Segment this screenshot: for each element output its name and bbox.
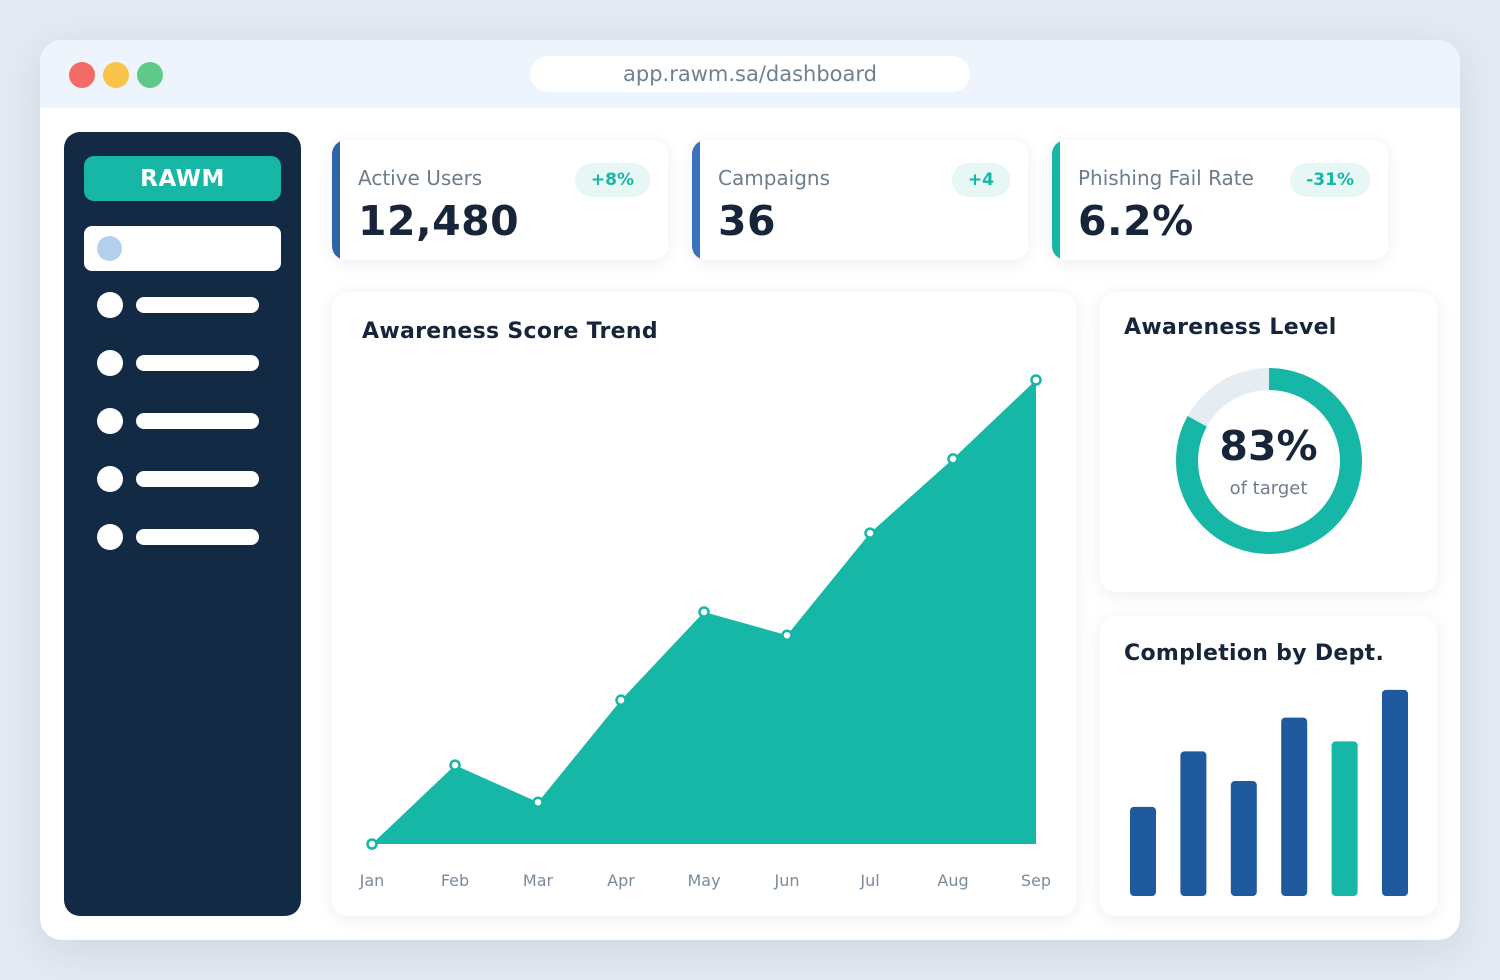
url-text: app.rawm.sa/dashboard [623,62,877,86]
nav-label-placeholder [136,529,259,545]
trend-point[interactable] [449,759,461,771]
stat-accent-bar [1052,140,1060,260]
awareness-level-donut [1176,368,1362,554]
awareness-trend-chart: Jan Feb Mar Apr May Jun Jul Aug Sep [359,374,1051,890]
x-tick-label: Apr [607,871,635,890]
completion-by-dept-card: Completion by Dept. [1100,616,1437,916]
nav-icon [97,292,123,318]
sidebar-item-2[interactable] [97,350,259,378]
stat-label: Campaigns [718,166,831,190]
browser-window: app.rawm.sa/dashboard RAWM [40,40,1460,940]
sidebar-item-1[interactable] [97,292,259,320]
dept-bar[interactable] [1281,717,1308,896]
donut-progress [1176,368,1362,554]
nav-label-placeholder [136,297,259,313]
stat-label: Phishing Fail Rate [1078,166,1254,190]
dept-bar[interactable] [1130,806,1156,896]
stat-label: Active Users [358,166,483,190]
trend-point[interactable] [698,606,710,618]
nav-icon [97,408,123,434]
dept-bar[interactable] [1180,751,1207,896]
stat-card-campaigns[interactable]: Campaigns +4 36 [692,140,1028,260]
sidebar: RAWM [64,132,301,916]
stat-card-active-users[interactable]: Active Users +8% 12,480 [332,140,668,260]
close-window-button[interactable] [69,62,95,88]
trend-point[interactable] [781,629,793,641]
x-tick-label: Aug [937,871,968,890]
x-tick-label: Jul [859,871,879,890]
awareness-trend-card: Jan Feb Mar Apr May Jun Jul Aug Sep Awareness Sc… [332,292,1076,916]
x-tick-label: Mar [523,871,554,890]
title-bar: app.rawm.sa/dashboard [40,40,1460,108]
nav-icon [97,350,123,376]
sidebar-item-3[interactable] [97,408,259,436]
donut-value: 83% [1219,422,1318,470]
logo-text: RAWM [140,165,225,192]
card-title: Awareness Level [1124,315,1337,340]
stat-change-badge: +4 [951,163,1010,197]
x-tick-label: May [687,871,720,890]
trend-point[interactable] [615,694,627,706]
stat-card-phishing-fail-rate[interactable]: Phishing Fail Rate -31% 6.2% [1052,140,1388,260]
stat-accent-bar [692,140,700,260]
x-tick-label: Jan [359,871,385,890]
completion-bar-chart [1130,689,1408,896]
trend-point[interactable] [532,796,544,808]
card-title: Awareness Score Trend [362,319,658,344]
trend-point[interactable] [1030,374,1042,386]
nav-label-placeholder [136,413,259,429]
stat-value: 12,480 [358,197,520,245]
stat-value: 6.2% [1078,197,1194,245]
dept-bar[interactable] [1382,689,1408,896]
trend-point[interactable] [864,527,876,539]
x-tick-label: Feb [441,871,469,890]
awareness-level-card: Awareness Level 83% of target [1100,292,1437,592]
stat-change-badge: -31% [1290,163,1370,197]
address-bar[interactable]: app.rawm.sa/dashboard [530,56,970,92]
trend-point[interactable] [947,453,959,465]
nav-icon [97,524,123,550]
avatar [97,236,122,261]
dept-bar[interactable] [1331,741,1358,896]
nav-label-placeholder [136,355,259,371]
logo[interactable]: RAWM [84,156,281,201]
card-title: Completion by Dept. [1124,641,1385,666]
sidebar-item-4[interactable] [97,466,259,494]
donut-subtitle: of target [1229,478,1308,499]
nav-label-placeholder [136,471,259,487]
stat-accent-bar [332,140,340,260]
dept-bar[interactable] [1230,781,1257,896]
x-tick-label: Sep [1021,871,1051,890]
sidebar-item-5[interactable] [97,524,259,552]
x-tick-label: Jun [774,871,800,890]
trend-point[interactable] [366,838,378,850]
minimize-window-button[interactable] [103,62,129,88]
maximize-window-button[interactable] [137,62,163,88]
nav-icon [97,466,123,492]
stat-value: 36 [718,197,777,245]
stat-change-badge: +8% [574,163,650,197]
sidebar-search-field[interactable] [84,226,281,271]
